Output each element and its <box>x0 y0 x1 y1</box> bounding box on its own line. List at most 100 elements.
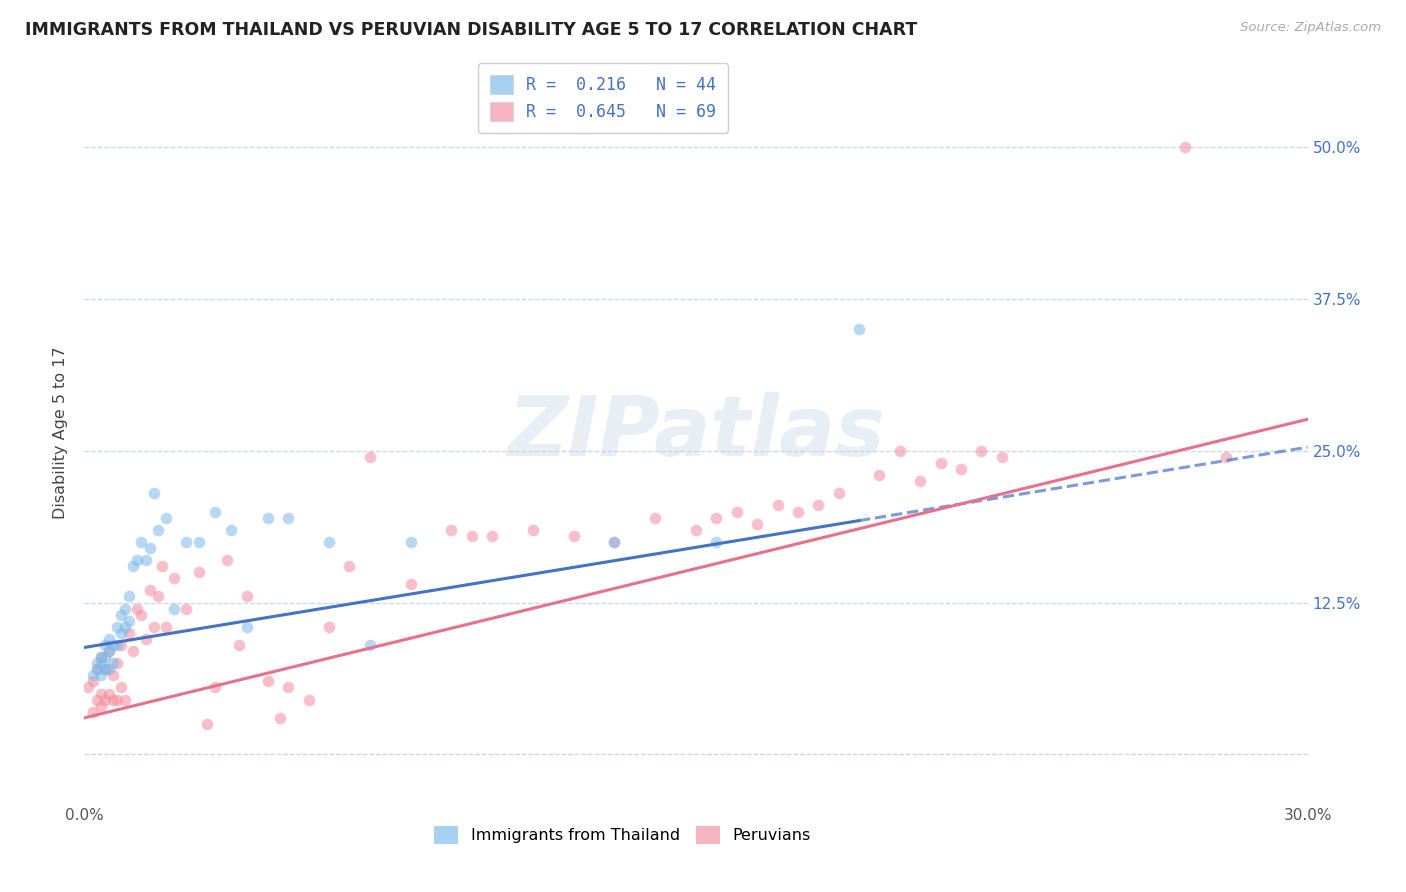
Point <box>318 534 340 549</box>
Point <box>155 510 177 524</box>
Point <box>97 644 120 658</box>
Point <box>86 657 108 671</box>
Point <box>889 443 911 458</box>
Point <box>122 644 145 658</box>
Point <box>105 638 128 652</box>
Y-axis label: Disability Age 5 to 17: Disability Age 5 to 17 <box>53 346 69 519</box>
Point <box>970 443 993 458</box>
Point <box>110 607 132 622</box>
Point <box>127 553 149 567</box>
Point <box>204 681 226 695</box>
Point <box>90 668 112 682</box>
Point <box>101 657 124 671</box>
Point <box>706 510 728 524</box>
Point <box>90 657 112 671</box>
Point <box>146 590 169 604</box>
Point <box>298 692 321 706</box>
Point <box>399 534 422 549</box>
Point <box>90 698 112 713</box>
Point <box>747 516 769 531</box>
Point <box>399 577 422 591</box>
Point <box>481 529 503 543</box>
Point <box>359 638 381 652</box>
Point <box>848 322 870 336</box>
Point <box>101 692 124 706</box>
Point <box>90 650 112 665</box>
Point <box>219 523 242 537</box>
Point <box>97 662 120 676</box>
Point <box>93 692 115 706</box>
Point <box>991 450 1014 464</box>
Point <box>869 468 891 483</box>
Point <box>174 534 197 549</box>
Point <box>105 657 128 671</box>
Text: ZIPatlas: ZIPatlas <box>508 392 884 473</box>
Point <box>131 607 153 622</box>
Point <box>257 510 280 524</box>
Point <box>82 668 104 682</box>
Point <box>195 717 218 731</box>
Point <box>269 711 291 725</box>
Point <box>187 534 209 549</box>
Point <box>86 662 108 676</box>
Point <box>97 687 120 701</box>
Point <box>461 529 484 543</box>
Point <box>86 662 108 676</box>
Point <box>277 510 299 524</box>
Point <box>142 620 165 634</box>
Point <box>86 692 108 706</box>
Point <box>644 510 666 524</box>
Point <box>807 499 830 513</box>
Point <box>118 590 141 604</box>
Point <box>725 504 748 518</box>
Point <box>105 620 128 634</box>
Point <box>127 601 149 615</box>
Point <box>929 456 952 470</box>
Point <box>110 638 132 652</box>
Point <box>118 626 141 640</box>
Point <box>236 620 259 634</box>
Point <box>138 583 160 598</box>
Point <box>277 681 299 695</box>
Point <box>187 565 209 579</box>
Point <box>787 504 810 518</box>
Point <box>155 620 177 634</box>
Point <box>150 559 173 574</box>
Point <box>217 553 239 567</box>
Point <box>135 632 157 646</box>
Text: Source: ZipAtlas.com: Source: ZipAtlas.com <box>1240 21 1381 34</box>
Point <box>114 620 136 634</box>
Point <box>1215 450 1237 464</box>
Point <box>110 681 132 695</box>
Point <box>685 523 707 537</box>
Point <box>93 662 115 676</box>
Point <box>1174 140 1197 154</box>
Point <box>90 650 112 665</box>
Point <box>562 529 585 543</box>
Point <box>766 499 789 513</box>
Point <box>706 534 728 549</box>
Point <box>93 638 115 652</box>
Point <box>163 601 186 615</box>
Point <box>122 559 145 574</box>
Point <box>93 650 115 665</box>
Point <box>142 486 165 500</box>
Point <box>174 601 197 615</box>
Point <box>522 523 544 537</box>
Legend: Immigrants from Thailand, Peruvians: Immigrants from Thailand, Peruvians <box>427 819 817 850</box>
Point <box>138 541 160 555</box>
Point <box>82 674 104 689</box>
Point <box>828 486 851 500</box>
Point <box>101 638 124 652</box>
Point <box>339 559 361 574</box>
Point <box>236 590 259 604</box>
Point <box>105 692 128 706</box>
Point <box>93 662 115 676</box>
Point <box>131 534 153 549</box>
Point <box>101 668 124 682</box>
Point <box>163 571 186 585</box>
Point <box>910 474 932 488</box>
Point <box>135 553 157 567</box>
Text: IMMIGRANTS FROM THAILAND VS PERUVIAN DISABILITY AGE 5 TO 17 CORRELATION CHART: IMMIGRANTS FROM THAILAND VS PERUVIAN DIS… <box>25 21 918 38</box>
Point <box>77 681 100 695</box>
